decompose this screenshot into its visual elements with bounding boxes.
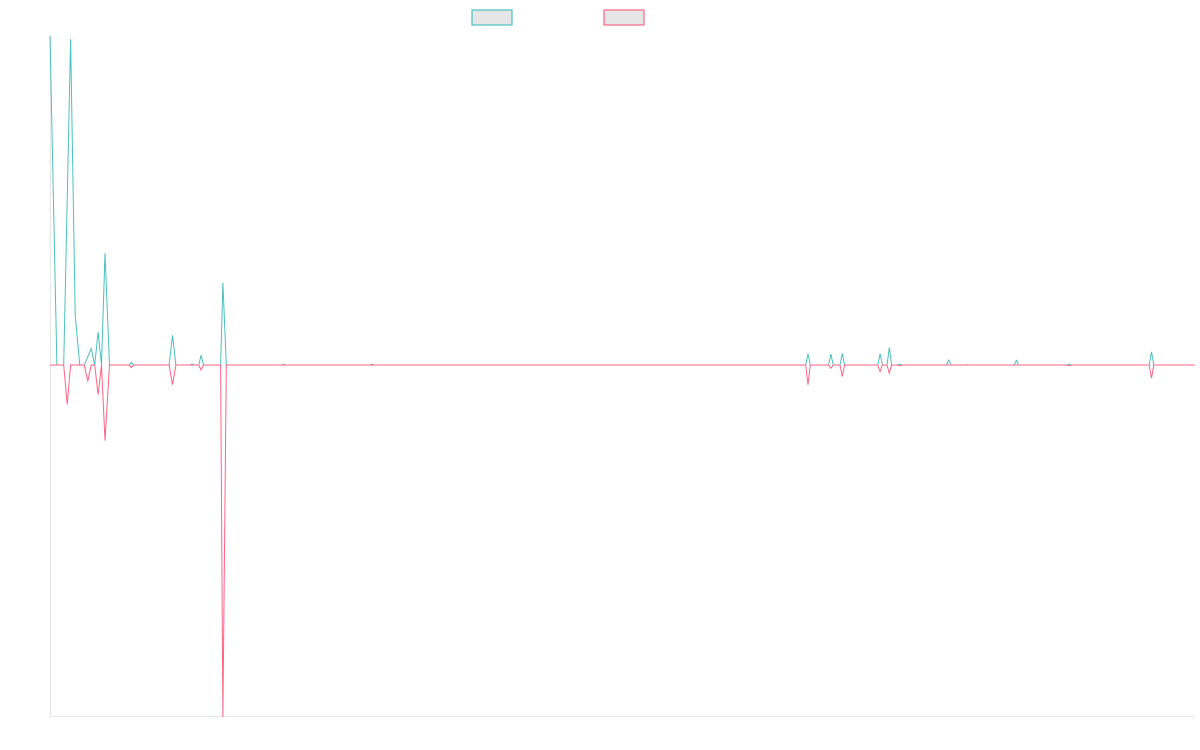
series-layer (49, 35, 1195, 718)
series-line-2[interactable] (50, 364, 1195, 718)
series-line-1[interactable] (49, 35, 1195, 366)
legend-swatch-series-2[interactable] (603, 9, 645, 26)
axes (50, 36, 1195, 717)
legend-swatch-series-1[interactable] (471, 9, 513, 26)
legend (471, 9, 645, 26)
